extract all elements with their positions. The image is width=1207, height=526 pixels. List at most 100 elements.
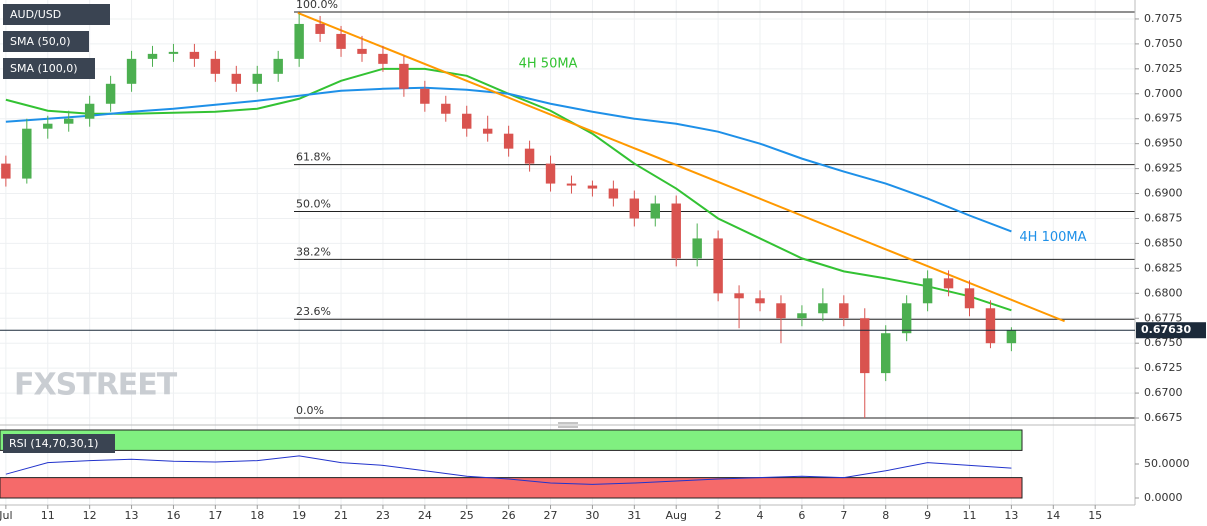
candle-body — [901, 303, 912, 334]
candle-body — [860, 318, 870, 374]
x-tick-label: 13 — [125, 509, 139, 522]
candle-body — [273, 58, 283, 74]
plot: 100.0% 61.8% 50.0% 38.2% 23.6% 0.0% 4H 50MA 4H … — [1, 0, 1135, 419]
candle-body — [294, 23, 304, 59]
candle-body — [503, 133, 514, 149]
y-tick-label: 0.6825 — [1144, 261, 1183, 274]
x-tick-label: 30 — [585, 509, 599, 522]
candle-body — [399, 63, 409, 89]
candle-body — [566, 183, 577, 186]
y-tick-label: 0.7050 — [1144, 37, 1183, 50]
candle-body — [168, 51, 179, 54]
candle-body — [378, 53, 388, 64]
rsi-label-box — [3, 434, 115, 453]
legend-box — [3, 58, 95, 79]
candle-body — [210, 58, 221, 74]
candle-body — [84, 103, 95, 119]
rsi-label: RSI (14,70,30,1) — [9, 437, 98, 450]
y-tick-label: 0.6900 — [1144, 187, 1183, 200]
candle-body — [357, 48, 367, 54]
y-tick-label: 0.6775 — [1144, 311, 1183, 324]
x-tick-label: 4 — [757, 509, 764, 522]
candle-body — [943, 278, 954, 289]
candle-body — [964, 288, 975, 309]
x-tick-label: 16 — [166, 509, 180, 522]
overlay-label: 4H 100MA — [1019, 230, 1086, 245]
rsi-overbought-zone — [0, 429, 1023, 451]
legend-box — [3, 4, 110, 25]
y-tick-label: 0.6750 — [1144, 336, 1183, 349]
candle-body — [839, 303, 849, 319]
y-tick-label: 0.6850 — [1144, 236, 1183, 249]
candle-body — [462, 113, 472, 129]
fib-label: 100.0% — [296, 0, 338, 11]
y-tick-label: 0.7025 — [1144, 62, 1183, 75]
candle-body — [43, 123, 53, 129]
candle-body — [880, 333, 891, 374]
legend: AUD/USD SMA (50,0) SMA (100,0) — [3, 4, 110, 79]
x-tick-label: 11 — [963, 509, 977, 522]
x-tick-label: 12 — [83, 509, 97, 522]
watermark: FXSTREET — [14, 368, 178, 403]
rsi-tick-label: 50.0000 — [1144, 457, 1190, 470]
x-tick-label: 23 — [376, 509, 390, 522]
candle-body — [441, 103, 451, 114]
overlay-line — [297, 12, 1065, 323]
last-price-label: 0.67630 — [1141, 323, 1191, 336]
y-tick-label: 0.6725 — [1144, 361, 1183, 374]
candle-body — [315, 23, 325, 34]
candle-body — [713, 238, 723, 294]
x-tick-label: 6 — [798, 509, 805, 522]
candle-body — [147, 53, 158, 59]
x-tick-label: 31 — [627, 509, 641, 522]
candle-body — [922, 278, 933, 304]
overlay-label: 4H 50MA — [519, 56, 578, 71]
y-tick-label: 0.6975 — [1144, 112, 1183, 125]
fib-label: 38.2% — [296, 245, 331, 258]
legend-indicator: SMA (100,0) — [10, 62, 78, 75]
x-tick-label: 18 — [250, 509, 264, 522]
y-tick-label: 0.6800 — [1144, 286, 1183, 299]
candle-body — [985, 308, 996, 344]
fib-label: 23.6% — [296, 305, 331, 318]
y-tick-label: 0.6675 — [1144, 411, 1183, 424]
y-tick-label: 0.6950 — [1144, 137, 1183, 150]
overlay-line — [5, 86, 1012, 233]
candle-body — [608, 188, 619, 199]
x-tick-label: 2 — [715, 509, 722, 522]
x-tick-label: 27 — [544, 509, 558, 522]
candle-body — [336, 33, 346, 49]
grid — [0, 0, 1135, 505]
candle-body — [231, 73, 242, 84]
candle-body — [692, 238, 702, 259]
candle-body — [818, 303, 828, 314]
x-tick-label: Jul — [0, 509, 13, 522]
candle-body — [126, 58, 137, 84]
x-tick-label: 13 — [1004, 509, 1018, 522]
candle-body — [252, 73, 262, 84]
fib-label: 61.8% — [296, 151, 331, 164]
rsi-line — [5, 455, 1012, 485]
x-tick-label: 17 — [208, 509, 222, 522]
x-tick-label: 24 — [418, 509, 432, 522]
candle-body — [587, 185, 598, 189]
x-tick-label: 7 — [840, 509, 847, 522]
y-tick-label: 0.7000 — [1144, 87, 1183, 100]
candle-body — [22, 128, 32, 179]
x-tick-label: 21 — [334, 509, 348, 522]
x-tick-label: 26 — [502, 509, 516, 522]
candle-body — [797, 313, 807, 319]
legend-title: AUD/USD — [10, 8, 61, 21]
x-tick-label: 19 — [292, 509, 306, 522]
y-tick-label: 0.6875 — [1144, 211, 1183, 224]
fib-label: 50.0% — [296, 198, 331, 211]
candle-body — [105, 83, 116, 104]
candle-body — [1, 163, 11, 179]
x-tick-label: 25 — [460, 509, 474, 522]
candle-body — [189, 51, 200, 59]
rsi-tick-label: 0.0000 — [1144, 491, 1183, 504]
x-tick-label: 14 — [1046, 509, 1060, 522]
candle-body — [420, 88, 430, 104]
x-tick-label: 15 — [1088, 509, 1102, 522]
